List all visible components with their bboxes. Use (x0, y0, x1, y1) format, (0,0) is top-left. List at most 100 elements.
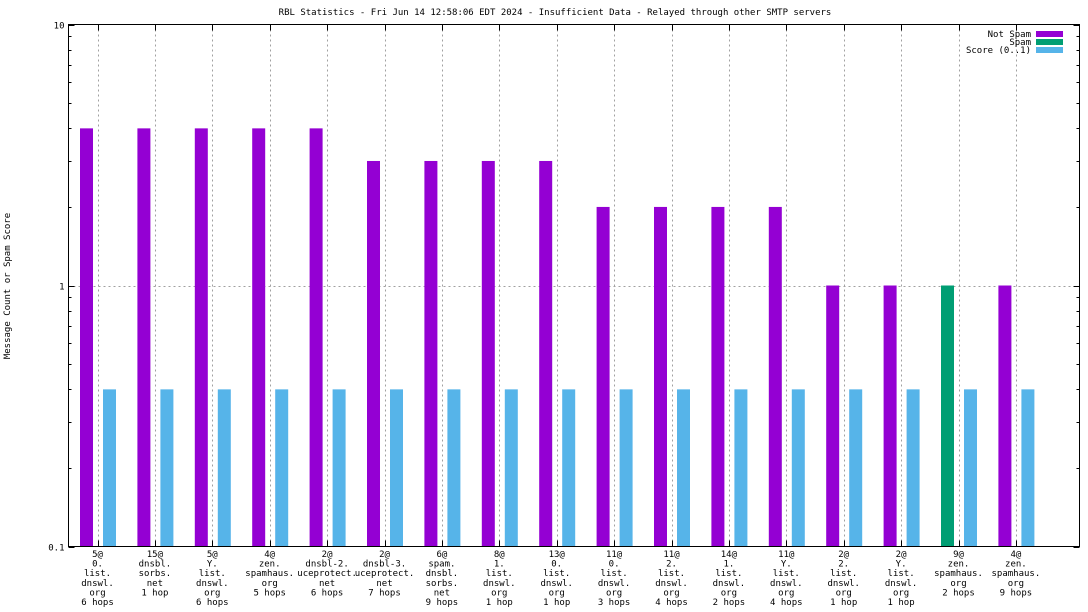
legend-label: Score (0..1) (966, 46, 1031, 56)
x-tick-label-line: 2 hops (713, 598, 746, 608)
chart-title: RBL Statistics - Fri Jun 14 12:58:06 EDT… (279, 8, 832, 18)
x-tick-label-line: 5@ (207, 550, 218, 560)
x-tick-label-line: dnsbl. (426, 569, 459, 579)
x-tick-label-line: 9 hops (426, 598, 459, 608)
x-tick-label-line: 6@ (436, 550, 447, 560)
not-spam-bar (596, 206, 610, 547)
x-tick-label-line: 1. (494, 560, 505, 570)
not-spam-bar (768, 206, 782, 547)
x-tick-label-line: 2@ (896, 550, 907, 560)
not-spam-bar (194, 128, 208, 547)
x-tick-label: 2@ dnsbl-2. uceprotect. net 6 hops (297, 550, 357, 598)
score-bar (734, 389, 748, 547)
not-spam-bar (883, 285, 897, 547)
x-tick-label-line: 6 hops (196, 598, 229, 608)
x-tick-label: 14@ 1. list. dnswl. org 2 hops (713, 550, 746, 608)
x-tick-label-line: zen. (948, 560, 970, 570)
not-spam-bar (998, 285, 1012, 547)
x-tick-label-line: net (376, 579, 392, 589)
legend-label: Not Spam (988, 30, 1031, 40)
x-tick-label-line: spamhaus. (934, 569, 983, 579)
score-bar (791, 389, 805, 547)
not-spam-bar (481, 160, 495, 547)
x-tick-label: 15@ dnsbl. sorbs. net 1 hop (139, 550, 172, 598)
x-tick-label-line: org (721, 588, 737, 598)
x-tick-label: 5@ 0. list. dnswl. org 6 hops (81, 550, 114, 608)
x-tick-label-line: dnswl. (483, 579, 516, 589)
not-spam-bar (252, 128, 266, 547)
x-tick-label-line: uceprotect. (355, 569, 415, 579)
score-bar (677, 389, 690, 547)
score-bar (217, 389, 231, 547)
score-bar (103, 389, 116, 547)
plot-border (68, 24, 1080, 547)
x-tick-label: 8@ 1. list. dnswl. org 1 hop (483, 550, 516, 608)
x-tick-label-line: Y. (896, 560, 907, 570)
y-tick-label: 10 (54, 22, 65, 32)
legend-swatch (1036, 31, 1063, 37)
x-tick-label-line: list. (715, 569, 742, 579)
x-tick-label-line: org (836, 588, 852, 598)
x-tick-label-line: list. (830, 569, 857, 579)
x-tick-label-line: 0. (551, 560, 562, 570)
x-tick-label-line: org (893, 588, 909, 598)
x-tick-label-line: dnswl. (196, 579, 229, 589)
x-tick-label-line: org (1008, 579, 1024, 589)
x-tick-label-line: 13@ (549, 550, 566, 560)
x-tick-label-line: net (319, 579, 335, 589)
x-tick-label-line: 6 hops (311, 588, 344, 598)
x-tick-label-line: 1 hop (141, 588, 168, 598)
not-spam-bar (654, 206, 667, 547)
x-tick-label-line: dnswl. (713, 579, 746, 589)
x-tick-label-line: net (434, 588, 450, 598)
x-tick-label-line: org (606, 588, 622, 598)
x-tick-label-line: 1 hop (830, 598, 857, 608)
x-tick-label-line: 0. (92, 560, 103, 570)
x-tick-label-line: 8@ (494, 550, 505, 560)
score-bar (1021, 389, 1035, 547)
x-tick-label-line: org (204, 588, 220, 598)
x-tick-label-line: 3 hops (598, 598, 631, 608)
x-tick-label-line: 1 hop (888, 598, 915, 608)
x-tick-label-line: 2@ (322, 550, 333, 560)
not-spam-bar (137, 128, 151, 547)
not-spam-bar (711, 206, 725, 547)
x-tick-label-line: 2@ (379, 550, 390, 560)
legend-swatch (1036, 47, 1063, 53)
y-tick-label: 0.1 (48, 544, 64, 554)
x-tick-label-line: sorbs. (139, 569, 172, 579)
grid-lines (68, 24, 1080, 547)
x-tick-label-line: 0. (609, 560, 620, 570)
score-bar (275, 389, 289, 547)
y-axis-label: Message Count or Spam Score (3, 213, 13, 359)
x-tick-label-line: dnswl. (770, 579, 803, 589)
not-spam-bar (309, 128, 323, 547)
not-spam-bar (367, 160, 380, 547)
x-tick-label-line: 9 hops (1000, 588, 1033, 598)
score-bar (964, 389, 977, 547)
x-tick-label-line: dnswl. (81, 579, 114, 589)
score-bar (504, 389, 518, 547)
x-tick-label: 11@ 2. list. dnswl. org 4 hops (655, 550, 688, 608)
x-tick-label-line: zen. (259, 560, 281, 570)
x-tick-label-line: uceprotect. (297, 569, 357, 579)
x-tick-label-line: spamhaus. (245, 569, 294, 579)
x-tick-label: 6@ spam. dnsbl. sorbs. net 9 hops (426, 550, 459, 608)
score-bar (160, 389, 174, 547)
x-tick-label-line: org (262, 579, 278, 589)
x-tick-label-line: 1 hop (486, 598, 513, 608)
spam-bar (941, 285, 954, 547)
x-tick-label-line: 5@ (92, 550, 103, 560)
score-bar (332, 389, 346, 547)
not-spam-bar (80, 128, 93, 547)
score-bar (562, 389, 576, 547)
x-tick-label-line: 14@ (721, 550, 738, 560)
x-tick-label-line: sorbs. (426, 579, 459, 589)
x-tick-label-line: list. (888, 569, 915, 579)
x-tick-label-line: 2@ (838, 550, 849, 560)
x-tick-label-line: list. (773, 569, 800, 579)
x-tick-label-line: list. (601, 569, 628, 579)
